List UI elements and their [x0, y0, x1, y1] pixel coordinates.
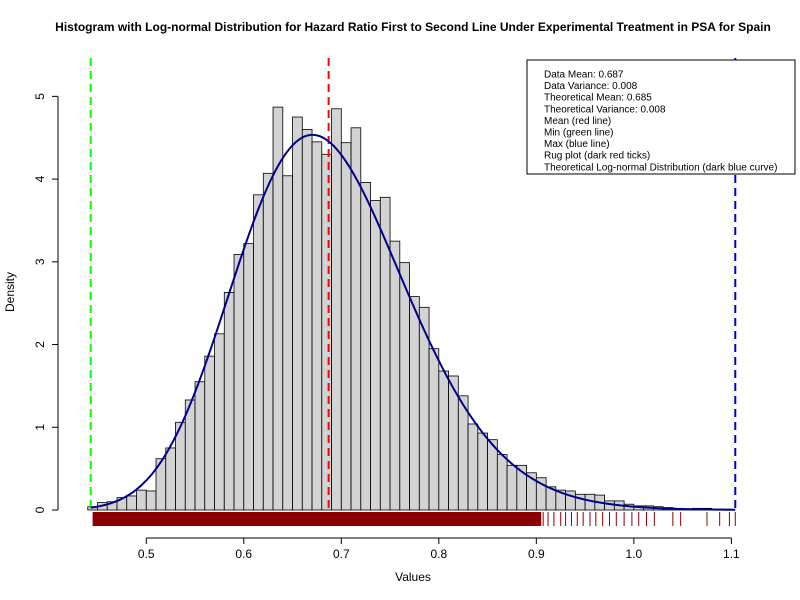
legend-entry: Theoretical Log-normal Distribution (dar…	[544, 162, 777, 173]
y-axis-label: Density	[3, 272, 17, 312]
histogram-bar	[253, 194, 264, 511]
histogram-bar	[340, 142, 352, 511]
histogram-bar	[399, 262, 410, 511]
legend-entry: Min (green line)	[544, 128, 613, 139]
x-tick-label: 0.7	[333, 547, 350, 561]
histogram-bar	[477, 432, 488, 511]
histogram-bar	[184, 399, 196, 511]
x-tick-label: 1.1	[723, 547, 740, 561]
histogram-bar	[409, 296, 420, 511]
legend-entry: Data Variance: 0.008	[544, 81, 638, 92]
y-tick-label: 2	[33, 341, 47, 348]
lognormal-curve-group	[90, 133, 736, 511]
histogram-bar	[457, 395, 469, 511]
legend-entry: Max (blue line)	[544, 139, 610, 150]
x-tick-label: 0.8	[430, 547, 447, 561]
histogram-bar	[379, 196, 391, 511]
histogram-bar	[311, 141, 323, 511]
histogram-bars	[87, 106, 732, 511]
histogram-bar	[370, 200, 381, 511]
histogram-bar	[262, 172, 274, 511]
x-tick-label: 0.6	[235, 547, 252, 561]
histogram-bar	[389, 240, 401, 511]
x-axis-label: Values	[395, 570, 431, 584]
histogram-bar	[204, 355, 215, 511]
x-tick-label: 0.5	[138, 547, 155, 561]
reference-lines	[89, 58, 737, 512]
histogram-bar	[301, 129, 313, 511]
legend-entry: Theoretical Variance: 0.008	[544, 104, 666, 115]
lognormal-curve	[90, 133, 736, 511]
histogram-bar	[292, 116, 303, 511]
legend-entry: Data Mean: 0.687	[544, 70, 624, 81]
histogram-bar	[496, 454, 508, 511]
y-tick-label: 0	[33, 506, 47, 513]
histogram-bar	[136, 489, 147, 511]
axes: 0.5 0.6 0.7 0.8 0.9 1.0 1.1 0 1 2 3 4 5	[33, 93, 740, 561]
x-tick-label: 0.9	[528, 547, 545, 561]
histogram-bar	[165, 447, 176, 511]
histogram-bar	[233, 253, 245, 511]
histogram-bar	[145, 490, 157, 511]
legend-box	[526, 59, 796, 175]
histogram-bar	[223, 292, 235, 511]
y-tick-label: 5	[33, 93, 47, 100]
x-tick-label: 1.0	[626, 547, 643, 561]
chart-title: Histogram with Log-normal Distribution f…	[55, 20, 771, 34]
rug-dense-band	[92, 512, 542, 526]
rug-plot	[92, 512, 736, 526]
histogram-bar	[321, 153, 332, 511]
histogram-bar	[438, 370, 449, 511]
histogram-bar	[126, 495, 137, 511]
legend-entry: Rug plot (dark red ticks)	[544, 151, 650, 162]
y-tick-label: 3	[33, 258, 47, 265]
histogram-bar	[467, 423, 479, 511]
histogram-bar	[243, 243, 254, 511]
histogram-bar	[214, 333, 225, 511]
histogram-bar	[282, 175, 293, 511]
histogram-bar	[360, 181, 371, 511]
histogram-bar	[506, 464, 518, 511]
legend-entry: Theoretical Mean: 0.685	[544, 93, 652, 104]
histogram-bar	[487, 439, 498, 511]
legend-entry: Mean (red line)	[544, 116, 611, 127]
histogram-bar	[194, 381, 206, 511]
y-tick-label: 1	[33, 424, 47, 431]
histogram-bar	[428, 348, 440, 511]
histogram-bar	[331, 108, 342, 511]
y-tick-label: 4	[33, 175, 47, 182]
